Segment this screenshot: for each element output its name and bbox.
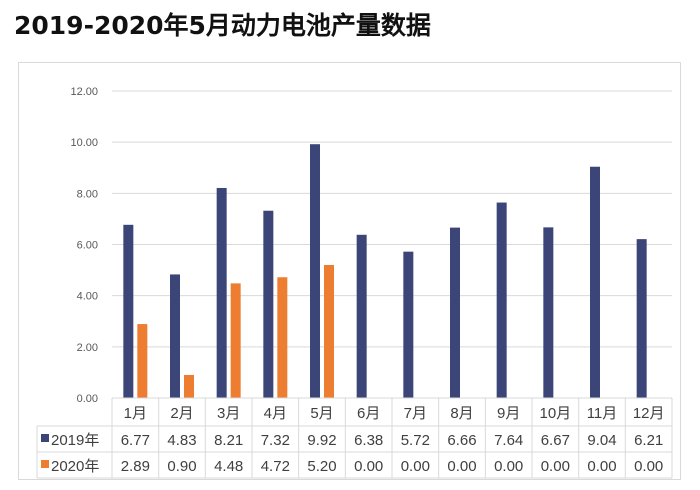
chart-frame	[18, 62, 681, 480]
category-label: 8月	[450, 405, 473, 422]
category-label: 7月	[404, 405, 427, 422]
bar-2019年-9月	[496, 202, 507, 398]
bar-2019年-3月	[216, 187, 227, 398]
data-cell: 4.83	[167, 432, 196, 449]
bar-2019年-11月	[590, 166, 600, 398]
category-label: 6月	[357, 405, 380, 422]
data-cell: 6.38	[354, 432, 383, 449]
data-cell: 6.77	[121, 432, 150, 449]
bar-2019年-8月	[450, 227, 460, 398]
category-label: 12月	[633, 405, 665, 422]
bar-2019年-12月	[636, 239, 647, 398]
y-tick-label: 12.00	[70, 86, 98, 98]
y-tick-label: 2.00	[77, 342, 98, 354]
data-cell: 7.32	[261, 432, 290, 449]
data-cell: 6.66	[447, 432, 476, 449]
data-cell: 4.72	[261, 458, 290, 475]
data-cell: 2.89	[121, 458, 150, 475]
bar-2019年-5月	[310, 144, 320, 398]
category-label: 10月	[539, 405, 571, 422]
data-cell: 5.20	[307, 458, 336, 475]
bar-2019年-6月	[356, 234, 367, 398]
data-cell: 5.72	[401, 432, 430, 449]
bar-2019年-10月	[543, 227, 554, 398]
bar-2019年-1月	[123, 224, 134, 398]
category-label: 5月	[310, 405, 333, 422]
data-cell: 0.00	[541, 458, 570, 475]
data-cell: 6.67	[541, 432, 570, 449]
data-cell: 4.48	[214, 458, 243, 475]
category-label: 4月	[264, 405, 287, 422]
data-cell: 8.21	[214, 432, 243, 449]
data-cell: 6.21	[634, 432, 663, 449]
category-label: 9月	[497, 405, 520, 422]
y-tick-label: 10.00	[70, 137, 98, 149]
category-label: 1月	[124, 405, 147, 422]
data-cell: 9.04	[587, 432, 616, 449]
legend-label: 2020年	[51, 458, 99, 475]
data-cell: 9.92	[307, 432, 336, 449]
category-label: 11月	[587, 405, 618, 422]
category-label: 2月	[170, 405, 193, 422]
legend-swatch-2019年	[41, 434, 49, 442]
bar-2020年-2月	[184, 374, 194, 398]
data-cell: 7.64	[494, 432, 523, 449]
data-cell: 0.00	[447, 458, 476, 475]
bar-2019年-4月	[263, 210, 274, 398]
data-cell: 0.00	[401, 458, 430, 475]
data-cell: 0.00	[634, 458, 663, 475]
data-cell: 0.00	[494, 458, 523, 475]
bar-2020年-4月	[277, 277, 288, 398]
data-cell: 0.00	[587, 458, 616, 475]
category-label: 3月	[217, 405, 240, 422]
legend-swatch-2020年	[41, 460, 49, 468]
bar-2020年-5月	[324, 264, 334, 398]
y-tick-label: 6.00	[77, 240, 98, 252]
y-tick-label: 8.00	[77, 188, 98, 200]
y-tick-label: 0.00	[77, 393, 98, 405]
bar-2019年-2月	[170, 274, 180, 398]
data-cell: 0.00	[354, 458, 383, 475]
bar-2020年-3月	[230, 283, 241, 398]
y-tick-label: 4.00	[77, 291, 98, 303]
chart-title: 2019-2020年5月动力电池产量数据	[14, 11, 431, 40]
data-cell: 0.90	[167, 458, 196, 475]
legend-label: 2019年	[51, 432, 99, 449]
bar-2020年-1月	[137, 324, 148, 398]
bar-2019年-7月	[403, 251, 414, 398]
